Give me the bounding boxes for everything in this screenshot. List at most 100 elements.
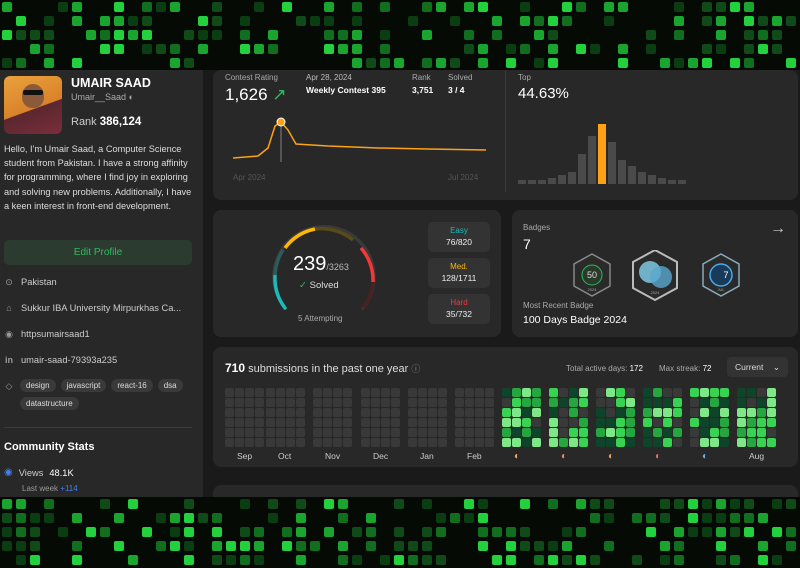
heatmap-cell[interactable] xyxy=(465,398,474,407)
heatmap-cell[interactable] xyxy=(690,408,699,417)
heatmap-cell[interactable] xyxy=(343,388,352,397)
heatmap-cell[interactable] xyxy=(579,438,588,447)
heatmap-cell[interactable] xyxy=(485,418,494,427)
heatmap-cell[interactable] xyxy=(286,438,295,447)
tag-chip[interactable]: react-16 xyxy=(111,379,153,392)
heatmap-cell[interactable] xyxy=(485,428,494,437)
heatmap-cell[interactable] xyxy=(276,418,285,427)
heatmap-cell[interactable] xyxy=(606,388,615,397)
heatmap-cell[interactable] xyxy=(720,438,729,447)
heatmap-cell[interactable] xyxy=(266,388,275,397)
heatmap-cell[interactable] xyxy=(428,398,437,407)
heatmap-cell[interactable] xyxy=(747,438,756,447)
heatmap-cell[interactable] xyxy=(720,388,729,397)
heatmap-cell[interactable] xyxy=(512,408,521,417)
heatmap-cell[interactable] xyxy=(313,418,322,427)
heatmap-cell[interactable] xyxy=(616,398,625,407)
heatmap-cell[interactable] xyxy=(225,388,234,397)
heatmap-cell[interactable] xyxy=(663,418,672,427)
heatmap-cell[interactable] xyxy=(465,388,474,397)
heatmap-cell[interactable] xyxy=(286,408,295,417)
heatmap-cell[interactable] xyxy=(343,428,352,437)
heatmap-cell[interactable] xyxy=(408,398,417,407)
heatmap-cell[interactable] xyxy=(606,418,615,427)
heatmap-cell[interactable] xyxy=(465,418,474,427)
heatmap-cell[interactable] xyxy=(245,388,254,397)
heatmap-cell[interactable] xyxy=(502,408,511,417)
heatmap-cell[interactable] xyxy=(323,388,332,397)
heatmap-cell[interactable] xyxy=(438,428,447,437)
heatmap-cell[interactable] xyxy=(559,408,568,417)
heatmap-cell[interactable] xyxy=(690,418,699,427)
heatmap-cell[interactable] xyxy=(276,428,285,437)
heatmap-cell[interactable] xyxy=(606,398,615,407)
heatmap-cell[interactable] xyxy=(579,408,588,417)
heatmap-cell[interactable] xyxy=(653,398,662,407)
heatmap-cell[interactable] xyxy=(720,398,729,407)
heatmap-cell[interactable] xyxy=(266,418,275,427)
heatmap-cell[interactable] xyxy=(596,408,605,417)
heatmap-cell[interactable] xyxy=(757,438,766,447)
heatmap-cell[interactable] xyxy=(579,428,588,437)
heatmap-cell[interactable] xyxy=(408,428,417,437)
heatmap-cell[interactable] xyxy=(512,438,521,447)
heatmap-cell[interactable] xyxy=(428,418,437,427)
heatmap-cell[interactable] xyxy=(361,408,370,417)
submission-heatmap[interactable] xyxy=(225,388,785,448)
heatmap-cell[interactable] xyxy=(653,418,662,427)
contest-name[interactable]: Weekly Contest 395 xyxy=(306,85,386,95)
heatmap-cell[interactable] xyxy=(522,388,531,397)
heatmap-cell[interactable] xyxy=(255,408,264,417)
heatmap-cell[interactable] xyxy=(371,408,380,417)
heatmap-cell[interactable] xyxy=(757,398,766,407)
heatmap-cell[interactable] xyxy=(569,418,578,427)
linkedin-link[interactable]: in umair-saad-79393a235 xyxy=(5,355,118,365)
heatmap-cell[interactable] xyxy=(455,388,464,397)
heatmap-cell[interactable] xyxy=(418,388,427,397)
heatmap-cell[interactable] xyxy=(737,418,746,427)
heatmap-cell[interactable] xyxy=(418,418,427,427)
tag-chip[interactable]: javascript xyxy=(60,379,107,392)
heatmap-cell[interactable] xyxy=(512,398,521,407)
heatmap-cell[interactable] xyxy=(559,428,568,437)
heatmap-cell[interactable] xyxy=(522,438,531,447)
heatmap-cell[interactable] xyxy=(720,408,729,417)
heatmap-cell[interactable] xyxy=(710,398,719,407)
heatmap-cell[interactable] xyxy=(643,418,652,427)
heatmap-cell[interactable] xyxy=(502,428,511,437)
heatmap-cell[interactable] xyxy=(579,418,588,427)
heatmap-cell[interactable] xyxy=(737,428,746,437)
heatmap-cell[interactable] xyxy=(391,418,400,427)
heatmap-cell[interactable] xyxy=(532,388,541,397)
heatmap-cell[interactable] xyxy=(559,418,568,427)
heatmap-cell[interactable] xyxy=(502,388,511,397)
heatmap-cell[interactable] xyxy=(391,438,400,447)
heatmap-cell[interactable] xyxy=(255,418,264,427)
heatmap-cell[interactable] xyxy=(626,438,635,447)
heatmap-cell[interactable] xyxy=(266,398,275,407)
heatmap-cell[interactable] xyxy=(296,408,305,417)
heatmap-cell[interactable] xyxy=(673,408,682,417)
heatmap-cell[interactable] xyxy=(296,388,305,397)
heatmap-cell[interactable] xyxy=(343,408,352,417)
heatmap-cell[interactable] xyxy=(286,418,295,427)
heatmap-cell[interactable] xyxy=(381,428,390,437)
heatmap-cell[interactable] xyxy=(549,388,558,397)
heatmap-cell[interactable] xyxy=(532,418,541,427)
avatar[interactable] xyxy=(4,76,62,134)
heatmap-cell[interactable] xyxy=(391,398,400,407)
heatmap-cell[interactable] xyxy=(663,408,672,417)
heatmap-cell[interactable] xyxy=(465,408,474,417)
heatmap-cell[interactable] xyxy=(225,428,234,437)
heatmap-cell[interactable] xyxy=(596,428,605,437)
heatmap-cell[interactable] xyxy=(371,428,380,437)
badges-row[interactable]: 50 2024 2024 7 JUL xyxy=(570,250,750,302)
heatmap-cell[interactable] xyxy=(569,408,578,417)
heatmap-cell[interactable] xyxy=(673,398,682,407)
heatmap-cell[interactable] xyxy=(255,388,264,397)
heatmap-cell[interactable] xyxy=(512,388,521,397)
heatmap-cell[interactable] xyxy=(235,428,244,437)
heatmap-cell[interactable] xyxy=(475,418,484,427)
heatmap-cell[interactable] xyxy=(569,388,578,397)
heatmap-cell[interactable] xyxy=(343,418,352,427)
